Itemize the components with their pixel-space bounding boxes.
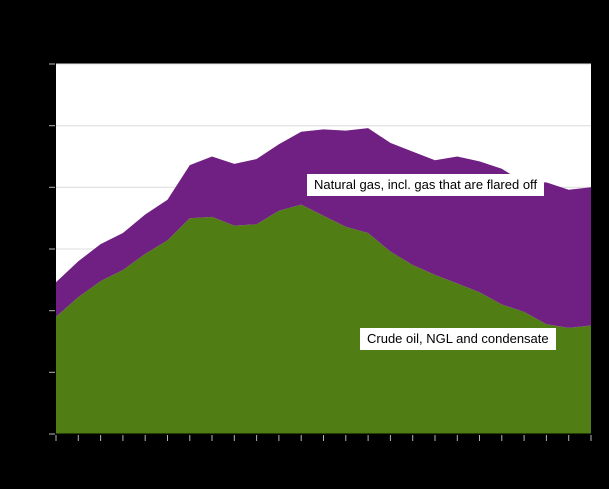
crude-oil-area: [56, 204, 591, 434]
crude-oil-series-label: Crude oil, NGL and condensate: [360, 328, 556, 350]
natural-gas-series-label: Natural gas, incl. gas that are flared o…: [307, 174, 545, 196]
